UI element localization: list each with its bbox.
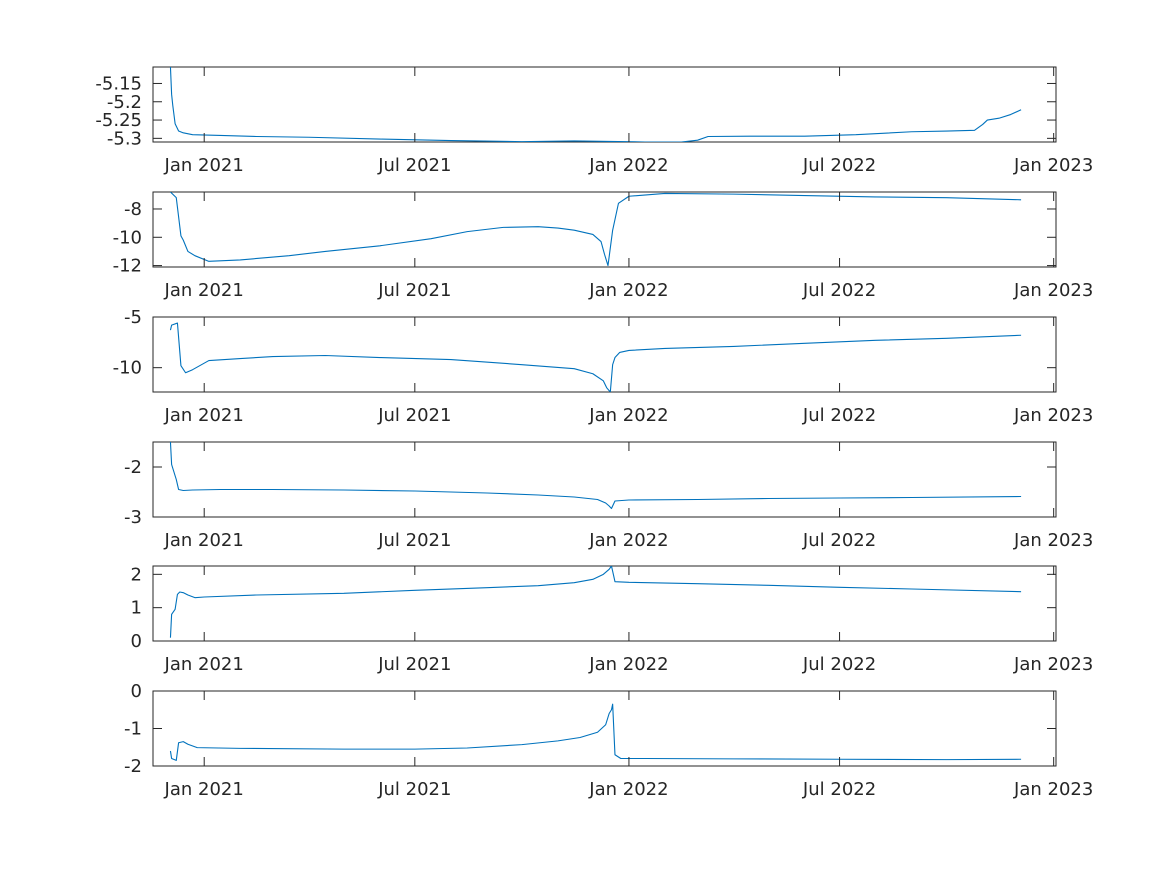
y-tick-label: -8 [124, 199, 142, 220]
x-tick-label: Jul 2021 [377, 155, 451, 176]
y-tick-label: -2 [124, 756, 142, 777]
x-tick-label: Jan 2023 [1013, 280, 1093, 301]
x-tick-label: Jan 2022 [588, 405, 668, 426]
x-tick-label: Jul 2021 [377, 530, 451, 551]
x-tick-label: Jan 2021 [164, 155, 244, 176]
subplot-3: Jan 2021 Jul 2021 Jan 2022 Jul 2022 Jan 2023… [113, 307, 1094, 426]
x-tick-label: Jan 2022 [588, 779, 668, 800]
x-tick-label: Jul 2021 [377, 405, 451, 426]
x-tick-label: Jul 2022 [802, 280, 876, 301]
x-tick-label: Jan 2023 [1013, 654, 1093, 675]
x-tick-label: Jan 2023 [1013, 779, 1093, 800]
axes-box [152, 66, 1057, 143]
x-tick-label: Jan 2021 [164, 280, 244, 301]
series-line [169, 703, 1022, 761]
x-tick-label: Jul 2022 [802, 530, 876, 551]
x-tick-label: Jul 2021 [377, 779, 451, 800]
series-line [169, 442, 1022, 510]
axes-box [152, 441, 1057, 518]
x-tick-label: Jan 2022 [588, 530, 668, 551]
y-tick-label: -5.3 [107, 128, 142, 149]
x-tick-label: Jan 2023 [1013, 530, 1093, 551]
y-tick-label: -5.25 [95, 110, 142, 131]
x-tick-label: Jul 2021 [377, 654, 451, 675]
subplot-1: Jan 2021 Jul 2021 Jan 2022 Jul 2022 Jan 2023… [95, 66, 1093, 176]
subplot-2: Jan 2021 Jul 2021 Jan 2022 Jul 2022 Jan 2023… [113, 191, 1093, 301]
axes-box [152, 565, 1057, 642]
y-tick-label: 1 [131, 598, 142, 619]
x-tick-label: Jul 2021 [377, 280, 451, 301]
series-line [169, 67, 1022, 142]
series-line [170, 192, 1022, 267]
x-tick-label: Jan 2021 [164, 405, 244, 426]
subplot-6: Jan 2021 Jul 2021 Jan 2022 Jul 2022 Jan 2023… [124, 681, 1093, 800]
x-tick-label: Jul 2022 [802, 654, 876, 675]
subplot-4: Jan 2021 Jul 2021 Jan 2022 Jul 2022 Jan 2023… [124, 441, 1093, 551]
x-tick-label: Jan 2021 [164, 779, 244, 800]
axes-box [152, 690, 1057, 767]
x-tick-label: Jan 2021 [164, 530, 244, 551]
y-tick-label: -5 [124, 307, 142, 328]
y-tick-label: 0 [131, 631, 142, 652]
y-tick-label: -2 [124, 457, 142, 478]
y-tick-label: -10 [113, 358, 142, 379]
x-tick-label: Jan 2022 [588, 155, 668, 176]
x-tick-label: Jan 2022 [588, 654, 668, 675]
y-tick-label: 2 [131, 564, 142, 585]
x-tick-label: Jan 2022 [588, 280, 668, 301]
y-tick-label: -12 [113, 256, 142, 277]
subplot-5: Jan 2021 Jul 2021 Jan 2022 Jul 2022 Jan 2023… [131, 564, 1094, 675]
x-tick-label: Jan 2023 [1013, 155, 1093, 176]
y-tick-label: -10 [113, 227, 142, 248]
x-tick-label: Jul 2022 [802, 405, 876, 426]
y-tick-label: -1 [124, 719, 142, 740]
x-tick-label: Jul 2022 [802, 779, 876, 800]
x-tick-label: Jan 2023 [1013, 405, 1093, 426]
axes-box [152, 316, 1057, 393]
x-tick-label: Jul 2022 [802, 155, 876, 176]
y-tick-label: -5.15 [95, 73, 142, 94]
y-tick-label: -3 [124, 507, 142, 528]
series-line [169, 566, 1022, 638]
series-line [169, 322, 1022, 392]
x-tick-label: Jan 2021 [164, 654, 244, 675]
y-tick-label: 0 [131, 681, 142, 702]
y-tick-label: -5.2 [107, 92, 142, 113]
